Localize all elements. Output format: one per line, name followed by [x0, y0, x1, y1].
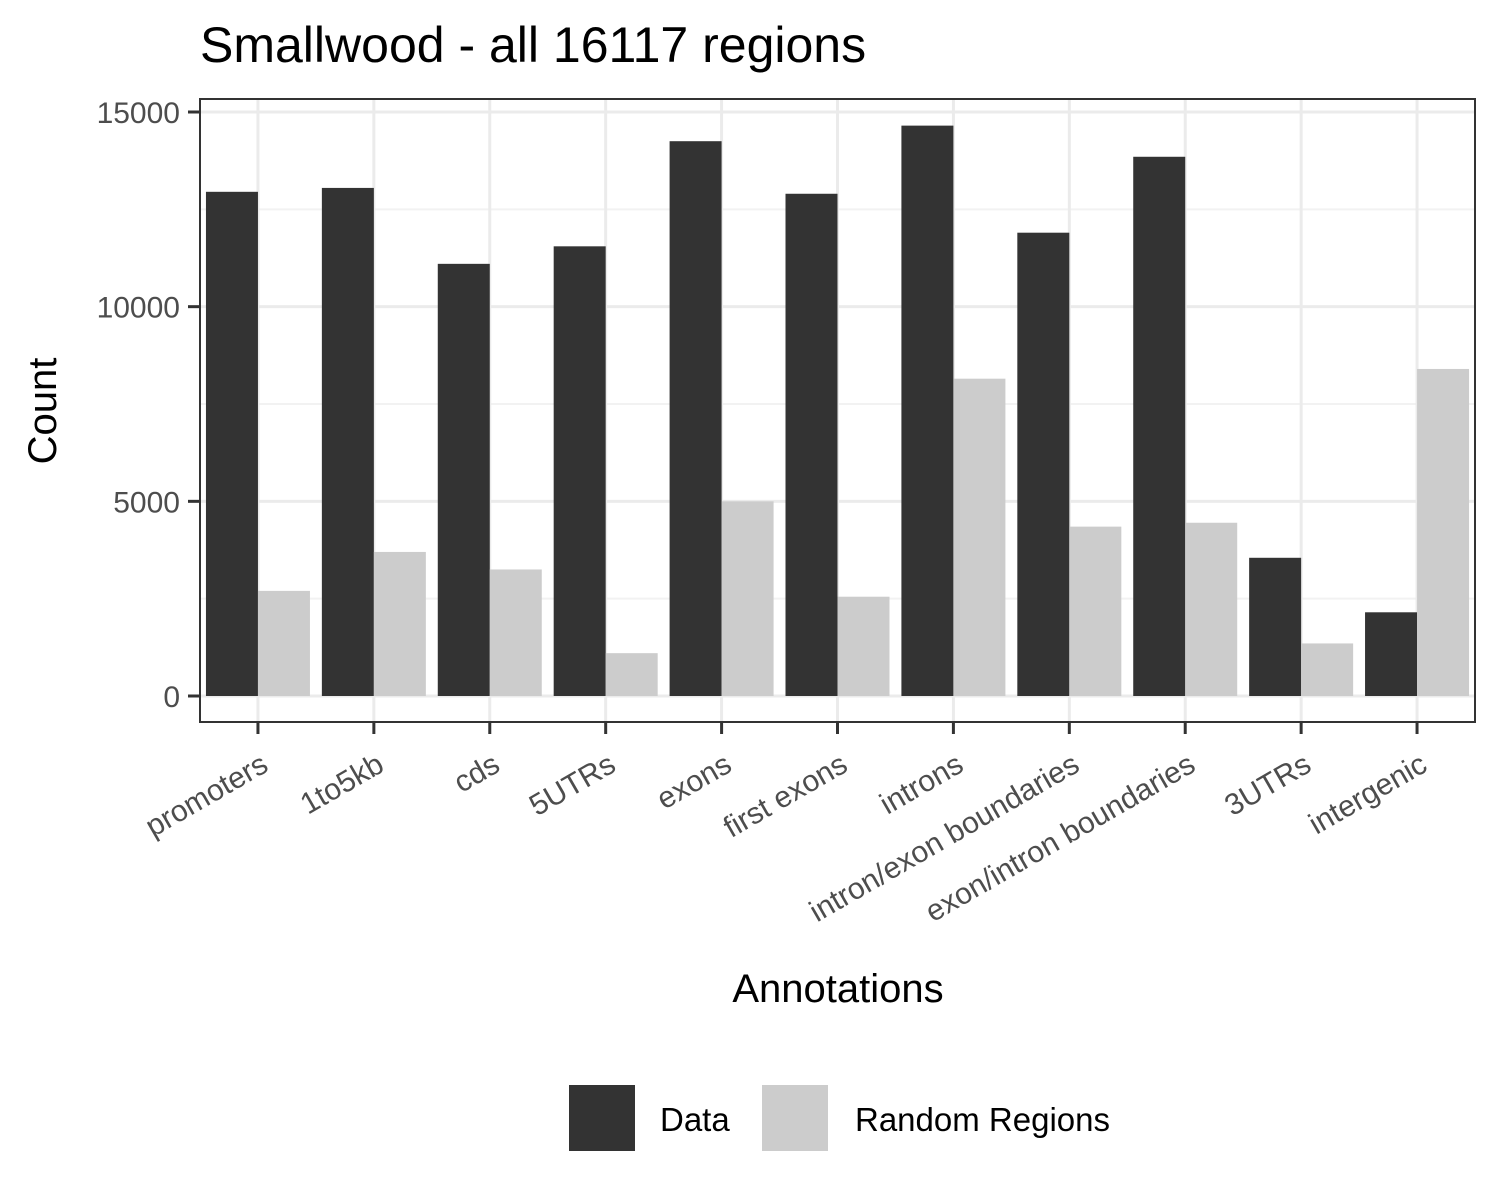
- bar-random-1: [257, 590, 310, 696]
- bar-data-7: [901, 125, 954, 697]
- x-tick-label: 5UTRs: [524, 747, 621, 822]
- x-axis-title: Annotations: [732, 967, 943, 1011]
- bar-random-7: [953, 378, 1006, 696]
- y-axis-ticks: 0 5000 10000 15000: [97, 97, 200, 714]
- bar-random-10: [1301, 643, 1354, 696]
- x-tick-label: promoters: [140, 747, 273, 843]
- bar-data-4: [553, 246, 606, 696]
- x-tick-label: 3UTRs: [1219, 747, 1316, 822]
- bar-data-11: [1365, 612, 1418, 696]
- bar-data-8: [1017, 232, 1070, 696]
- bar-data-6: [785, 193, 838, 696]
- legend: Data Random Regions: [569, 1085, 1110, 1151]
- bar-random-3: [489, 569, 542, 696]
- bar-data-10: [1249, 557, 1302, 696]
- y-tick-label: 10000: [97, 292, 180, 325]
- x-tick-label: cds: [448, 747, 505, 799]
- bar-random-9: [1185, 522, 1238, 696]
- bar-data-2: [321, 187, 374, 697]
- bar-random-4: [605, 653, 658, 696]
- x-tick-label: intergenic: [1303, 747, 1432, 841]
- bar-random-2: [373, 551, 426, 696]
- y-tick-label: 15000: [97, 97, 180, 130]
- x-tick-label: 1to5kb: [295, 747, 390, 821]
- bar-random-8: [1069, 526, 1122, 696]
- bar-data-1: [205, 191, 258, 696]
- y-tick-label: 0: [163, 681, 180, 714]
- bar-data-9: [1133, 156, 1186, 697]
- legend-key-data: [569, 1085, 635, 1151]
- y-axis-title: Count: [21, 358, 65, 465]
- plot-panel: [199, 98, 1476, 723]
- bar-data-3: [437, 263, 490, 696]
- bar-random-11: [1417, 368, 1470, 696]
- legend-key-random-regions: [762, 1085, 828, 1151]
- x-tick-label: exons: [651, 747, 737, 816]
- y-tick-label: 5000: [113, 486, 180, 519]
- x-tick-label: first exons: [718, 747, 853, 844]
- bar-random-5: [721, 501, 774, 696]
- bar-data-5: [669, 141, 722, 696]
- bars: [205, 125, 1470, 697]
- x-tick-label: introns: [874, 747, 968, 821]
- chart-title: Smallwood - all 16117 regions: [200, 17, 866, 73]
- legend-label: Random Regions: [855, 1101, 1110, 1138]
- legend-label: Data: [660, 1101, 730, 1138]
- bar-random-6: [837, 596, 890, 696]
